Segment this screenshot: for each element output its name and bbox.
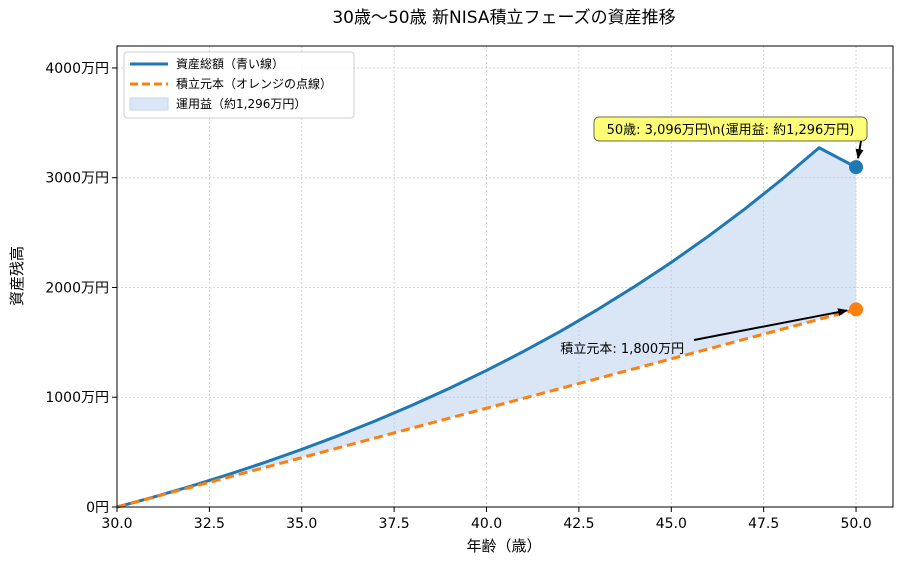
- total-annotation-box: [593, 116, 868, 142]
- x-tick-label: 30.0: [101, 516, 132, 532]
- legend: 資産総額（青い線） 積立元本（オレンジの点線） 運用益（約1,296万円）: [123, 51, 355, 119]
- total-annotation-arrow: [855, 140, 864, 160]
- principal-annotation-text: 積立元本: 1,800万円: [560, 342, 684, 357]
- x-axis-label: 年齢（歳）: [466, 537, 541, 555]
- chart-title: 30歳〜50歳 新NISA積立フェーズの資産推移: [332, 8, 675, 28]
- plot-frame: [116, 45, 894, 508]
- x-tick-label: 37.5: [379, 516, 410, 532]
- annotations: 50歳: 3,096万円\n(運用益: 約1,296万円) 積立元本: 1,800…: [560, 116, 868, 357]
- x-tick-label: 50.0: [840, 516, 871, 532]
- x-tick-label: 45.0: [656, 516, 687, 532]
- legend-label-total: 資産総額（青い線）: [176, 56, 284, 71]
- principal-end-marker: [849, 302, 864, 317]
- profit-fill-area: [117, 147, 857, 508]
- x-tick-label: 42.5: [563, 516, 594, 532]
- y-tick-label: 4000万円: [45, 61, 109, 77]
- y-tick-label: 0円: [86, 500, 109, 516]
- x-tick-label: 32.5: [194, 516, 225, 532]
- total-annotation-text: 50歳: 3,096万円\n(運用益: 約1,296万円): [607, 123, 855, 138]
- x-tick-label: 47.5: [748, 516, 779, 532]
- x-tick-label: 35.0: [286, 516, 317, 532]
- y-tick-label: 1000万円: [45, 390, 109, 406]
- legend-label-profit: 運用益（約1,296万円）: [176, 96, 306, 111]
- legend-swatch-profit: [129, 97, 169, 111]
- total-assets-end-marker: [849, 160, 864, 175]
- total-assets-line: [116, 146, 857, 509]
- legend-label-principal: 積立元本（オレンジの点線）: [176, 76, 332, 91]
- y-axis-label: 資産残高: [8, 246, 26, 306]
- legend-box: [123, 51, 355, 119]
- x-tick-label: 40.0: [471, 516, 502, 532]
- y-tick-label: 2000万円: [45, 280, 109, 296]
- plot-area: [116, 146, 864, 509]
- y-tick-label: 3000万円: [45, 171, 109, 187]
- principal-line: [116, 307, 857, 509]
- principal-annotation-arrow: [693, 308, 849, 341]
- axes: 30.0 32.5 35.0 37.5 40.0 42.5 45.0 47.5 50.0 0円 10…: [45, 45, 894, 532]
